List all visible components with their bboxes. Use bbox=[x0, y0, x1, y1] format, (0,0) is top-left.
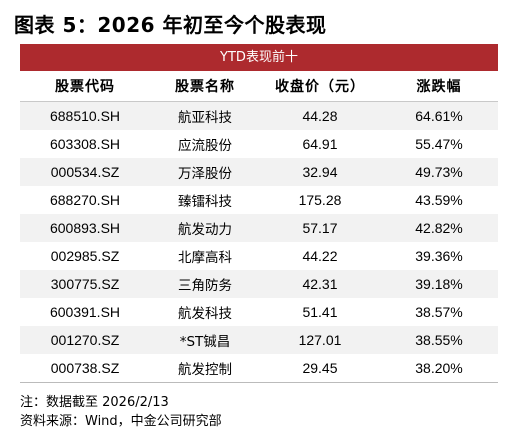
cell-name: 航发科技 bbox=[150, 298, 260, 326]
cell-close: 42.31 bbox=[260, 270, 380, 298]
cell-code: 000738.SZ bbox=[20, 354, 150, 383]
cell-change: 43.59% bbox=[380, 186, 498, 214]
cell-name: 航发控制 bbox=[150, 354, 260, 383]
cell-change: 55.47% bbox=[380, 130, 498, 158]
cell-change: 39.18% bbox=[380, 270, 498, 298]
cell-name: 万泽股份 bbox=[150, 158, 260, 186]
performance-table: YTD表现前十 股票代码 股票名称 收盘价（元） 涨跌幅 688510.SH 航… bbox=[20, 44, 498, 383]
cell-code: 300775.SZ bbox=[20, 270, 150, 298]
source-note: 资料来源：Wind，中金公司研究部 bbox=[20, 414, 222, 429]
table-row: 300775.SZ 三角防务 42.31 39.18% bbox=[20, 270, 498, 298]
cell-close: 64.91 bbox=[260, 130, 380, 158]
table-row: 000534.SZ 万泽股份 32.94 49.73% bbox=[20, 158, 498, 186]
table-row: 600893.SH 航发动力 57.17 42.82% bbox=[20, 214, 498, 242]
table-row: 600391.SH 航发科技 51.41 38.57% bbox=[20, 298, 498, 326]
cell-name: 应流股份 bbox=[150, 130, 260, 158]
table-row: 000738.SZ 航发控制 29.45 38.20% bbox=[20, 354, 498, 383]
cell-change: 38.20% bbox=[380, 354, 498, 383]
table-row: 688510.SH 航亚科技 44.28 64.61% bbox=[20, 101, 498, 130]
cell-code: 002985.SZ bbox=[20, 242, 150, 270]
cell-name: 北摩高科 bbox=[150, 242, 260, 270]
cell-code: 600391.SH bbox=[20, 298, 150, 326]
data-note: 注：数据截至 2026/2/13 bbox=[20, 395, 169, 410]
cell-close: 44.28 bbox=[260, 101, 380, 130]
header-name: 股票名称 bbox=[150, 71, 260, 102]
cell-name: 航亚科技 bbox=[150, 101, 260, 130]
table-row: 688270.SH 臻镭科技 175.28 43.59% bbox=[20, 186, 498, 214]
cell-code: 688510.SH bbox=[20, 101, 150, 130]
header-code: 股票代码 bbox=[20, 71, 150, 102]
cell-close: 127.01 bbox=[260, 326, 380, 354]
cell-change: 64.61% bbox=[380, 101, 498, 130]
cell-code: 000534.SZ bbox=[20, 158, 150, 186]
cell-name: *ST铖昌 bbox=[150, 326, 260, 354]
cell-name: 三角防务 bbox=[150, 270, 260, 298]
stock-table: 股票代码 股票名称 收盘价（元） 涨跌幅 688510.SH 航亚科技 44.2… bbox=[20, 71, 498, 383]
cell-change: 42.82% bbox=[380, 214, 498, 242]
cell-code: 600893.SH bbox=[20, 214, 150, 242]
cell-name: 臻镭科技 bbox=[150, 186, 260, 214]
table-banner: YTD表现前十 bbox=[20, 44, 498, 71]
table-row: 603308.SH 应流股份 64.91 55.47% bbox=[20, 130, 498, 158]
cell-change: 39.36% bbox=[380, 242, 498, 270]
cell-code: 688270.SH bbox=[20, 186, 150, 214]
cell-name: 航发动力 bbox=[150, 214, 260, 242]
table-row: 001270.SZ *ST铖昌 127.01 38.55% bbox=[20, 326, 498, 354]
cell-close: 51.41 bbox=[260, 298, 380, 326]
header-close: 收盘价（元） bbox=[260, 71, 380, 102]
header-change: 涨跌幅 bbox=[380, 71, 498, 102]
cell-code: 001270.SZ bbox=[20, 326, 150, 354]
cell-code: 603308.SH bbox=[20, 130, 150, 158]
cell-close: 57.17 bbox=[260, 214, 380, 242]
cell-close: 32.94 bbox=[260, 158, 380, 186]
cell-close: 29.45 bbox=[260, 354, 380, 383]
cell-change: 49.73% bbox=[380, 158, 498, 186]
header-row: 股票代码 股票名称 收盘价（元） 涨跌幅 bbox=[20, 71, 498, 102]
cell-change: 38.55% bbox=[380, 326, 498, 354]
figure-title: 图表 5：2026 年初至今个股表现 bbox=[14, 13, 327, 37]
cell-close: 175.28 bbox=[260, 186, 380, 214]
cell-close: 44.22 bbox=[260, 242, 380, 270]
cell-change: 38.57% bbox=[380, 298, 498, 326]
table-row: 002985.SZ 北摩高科 44.22 39.36% bbox=[20, 242, 498, 270]
